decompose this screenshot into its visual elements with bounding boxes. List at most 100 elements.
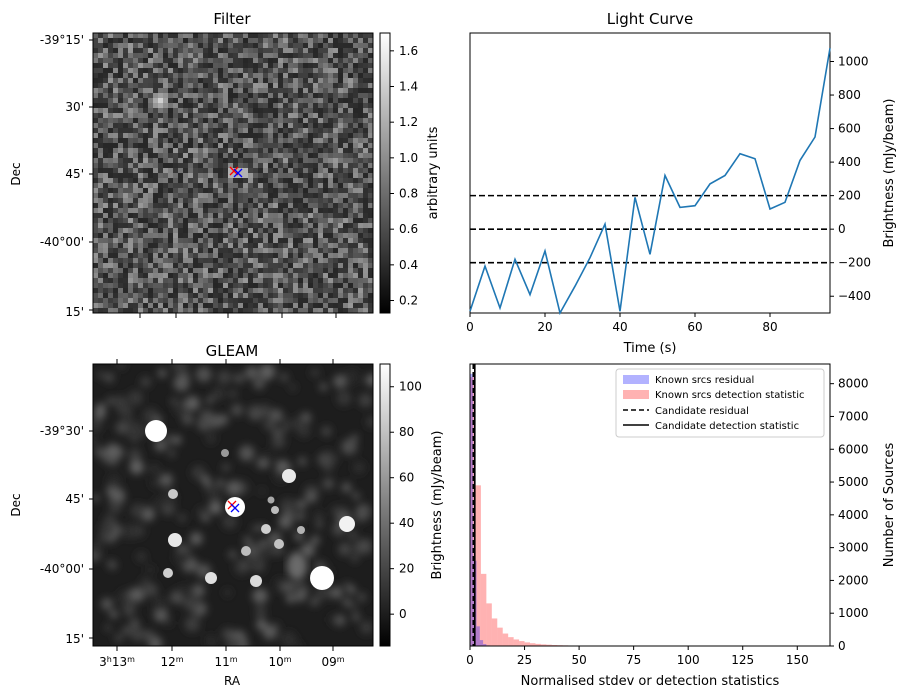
filter-pixel [218, 128, 223, 133]
filter-pixel [108, 223, 113, 228]
filter-pixel [278, 203, 283, 208]
filter-pixel [288, 123, 293, 128]
filter-pixel [353, 68, 358, 73]
filter-pixel [338, 53, 343, 58]
filter-pixel [93, 218, 98, 223]
filter-pixel [113, 223, 118, 228]
filter-pixel [303, 83, 308, 88]
filter-pixel [228, 143, 233, 148]
filter-pixel [148, 103, 153, 108]
filter-pixel [158, 53, 163, 58]
filter-pixel [193, 58, 198, 63]
filter-pixel [318, 138, 323, 143]
filter-pixel [243, 53, 248, 58]
filter-pixel [203, 158, 208, 163]
filter-pixel [313, 103, 318, 108]
filter-pixel [188, 268, 193, 273]
filter-pixel [138, 213, 143, 218]
filter-pixel [93, 133, 98, 138]
filter-pixel [223, 253, 228, 258]
filter-pixel [208, 98, 213, 103]
filter-pixel [143, 233, 148, 238]
filter-pixel [288, 78, 293, 83]
filter-pixel [303, 58, 308, 63]
filter-pixel [153, 178, 158, 183]
filter-pixel [353, 93, 358, 98]
filter-pixel [178, 113, 183, 118]
filter-pixel [298, 108, 303, 113]
filter-pixel [163, 188, 168, 193]
filter-pixel [263, 148, 268, 153]
filter-pixel [278, 118, 283, 123]
filter-pixel [323, 213, 328, 218]
filter-pixel [183, 213, 188, 218]
filter-pixel [283, 248, 288, 253]
filter-pixel [203, 53, 208, 58]
filter-pixel [318, 253, 323, 258]
filter-pixel [218, 98, 223, 103]
filter-pixel [203, 148, 208, 153]
filter-pixel [293, 253, 298, 258]
filter-pixel [98, 53, 103, 58]
filter-pixel [98, 133, 103, 138]
filter-pixel [183, 53, 188, 58]
gleam-noise-blob [360, 621, 373, 635]
filter-pixel [143, 203, 148, 208]
filter-pixel [333, 258, 338, 263]
filter-pixel [363, 148, 368, 153]
filter-pixel [343, 133, 348, 138]
filter-pixel [283, 228, 288, 233]
filter-pixel [203, 183, 208, 188]
filter-pixel [158, 98, 163, 103]
filter-pixel [363, 173, 368, 178]
filter-pixel [323, 288, 328, 293]
filter-pixel [203, 303, 208, 308]
filter-pixel [338, 128, 343, 133]
filter-pixel [353, 168, 358, 173]
filter-pixel [248, 183, 253, 188]
filter-pixel [188, 93, 193, 98]
filter-pixel [258, 113, 263, 118]
filter-pixel [343, 103, 348, 108]
filter-pixel [93, 158, 98, 163]
filter-pixel [123, 118, 128, 123]
filter-pixel [318, 128, 323, 133]
filter-pixel [183, 153, 188, 158]
filter-pixel [213, 218, 218, 223]
filter-pixel [118, 113, 123, 118]
gleam-noise-blob [127, 390, 144, 406]
filter-pixel [103, 268, 108, 273]
filter-pixel [188, 88, 193, 93]
filter-pixel [333, 248, 338, 253]
filter-pixel [273, 228, 278, 233]
filter-pixel [268, 298, 273, 303]
filter-pixel [243, 303, 248, 308]
filter-pixel [258, 93, 263, 98]
filter-pixel [143, 33, 148, 38]
filter-pixel [178, 108, 183, 113]
filter-pixel [323, 268, 328, 273]
filter-pixel [293, 38, 298, 43]
filter-pixel [278, 38, 283, 43]
filter-pixel [353, 308, 358, 313]
filter-pixel [368, 88, 373, 93]
detection-bar [546, 644, 552, 646]
filter-pixel [368, 68, 373, 73]
filter-pixel [318, 188, 323, 193]
lc-ytick-label: 800 [838, 88, 861, 102]
filter-pixel [193, 208, 198, 213]
gleam-noise-blob [105, 443, 120, 458]
filter-pixel [188, 83, 193, 88]
filter-pixel [278, 288, 283, 293]
filter-pixel [343, 193, 348, 198]
filter-pixel [273, 88, 278, 93]
filter-pixel [368, 303, 373, 308]
lc-ytick-label: −200 [838, 256, 871, 270]
filter-pixel [363, 263, 368, 268]
filter-pixel [243, 193, 248, 198]
filter-pixel [303, 78, 308, 83]
filter-pixel [258, 278, 263, 283]
filter-pixel [188, 213, 193, 218]
filter-pixel [293, 113, 298, 118]
filter-pixel [173, 258, 178, 263]
